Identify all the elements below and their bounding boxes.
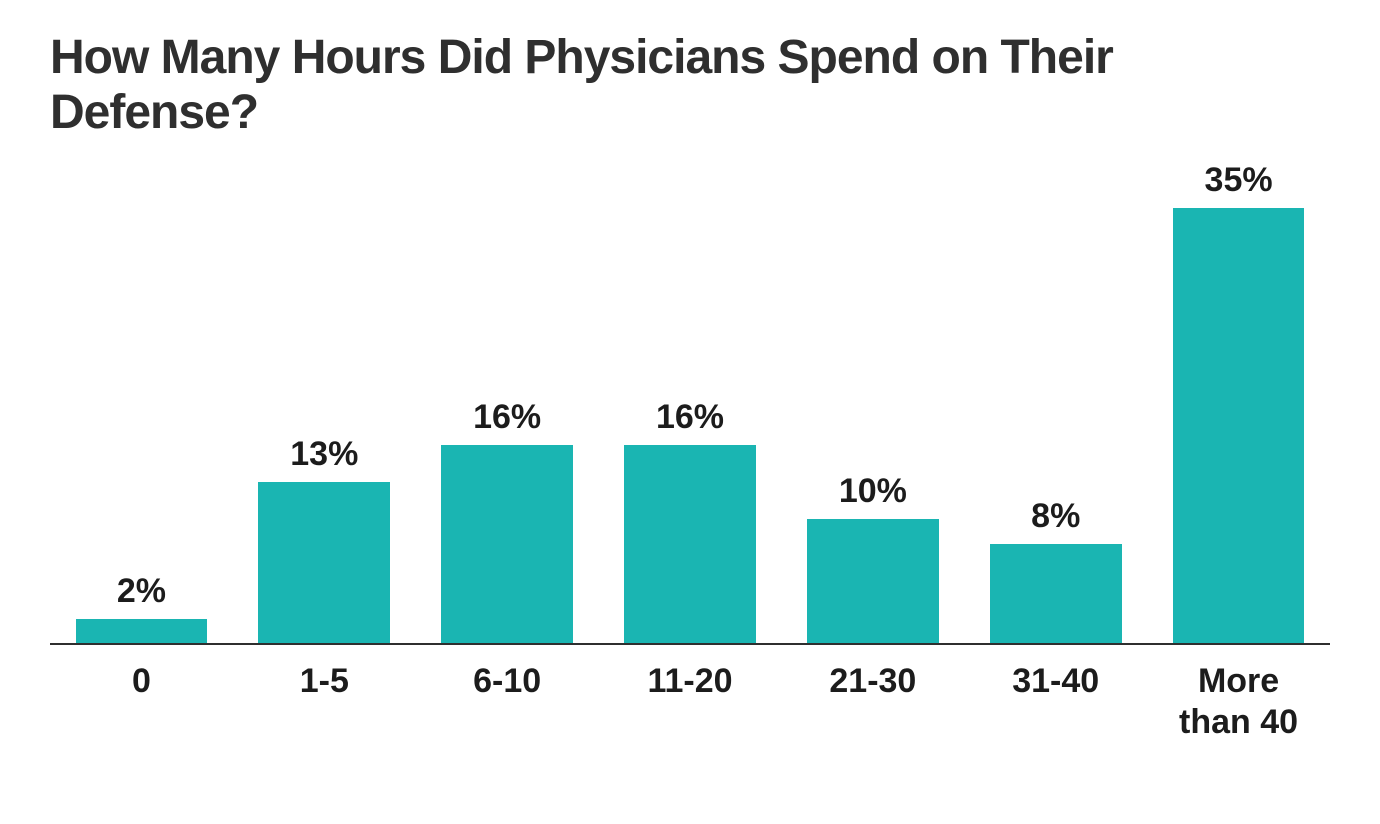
chart-container: How Many Hours Did Physicians Spend on T… bbox=[0, 0, 1380, 824]
bar bbox=[441, 445, 573, 644]
bar bbox=[76, 619, 208, 644]
category-slot: 11-20 bbox=[599, 661, 782, 743]
chart-title: How Many Hours Did Physicians Spend on T… bbox=[50, 30, 1330, 140]
category-label: 0 bbox=[132, 661, 151, 743]
bars-row: 2%13%16%16%10%8%35% bbox=[50, 210, 1330, 645]
category-label: More than 40 bbox=[1169, 661, 1309, 743]
bar-slot: 13% bbox=[233, 435, 416, 644]
bar bbox=[990, 544, 1122, 643]
bar-value-label: 10% bbox=[839, 472, 907, 511]
bar-value-label: 2% bbox=[117, 572, 166, 611]
bar-value-label: 35% bbox=[1205, 161, 1273, 200]
category-slot: 21-30 bbox=[781, 661, 964, 743]
category-slot: 0 bbox=[50, 661, 233, 743]
category-label: 21-30 bbox=[829, 661, 916, 743]
category-row: 0 1-5 6-10 11-20 21-30 31-40 More than 40 bbox=[50, 661, 1330, 743]
category-label: 6-10 bbox=[473, 661, 541, 743]
category-slot: More than 40 bbox=[1147, 661, 1330, 743]
chart-area: 2%13%16%16%10%8%35% 01-56-1011-2021-3031… bbox=[50, 210, 1330, 743]
bar-value-label: 8% bbox=[1031, 497, 1080, 536]
bar bbox=[624, 445, 756, 644]
category-slot: 31-40 bbox=[964, 661, 1147, 743]
bar-slot: 10% bbox=[781, 472, 964, 643]
bar-slot: 16% bbox=[416, 398, 599, 644]
category-slot: 1-5 bbox=[233, 661, 416, 743]
category-slot: 6-10 bbox=[416, 661, 599, 743]
category-label: 31-40 bbox=[1012, 661, 1099, 743]
bar-slot: 8% bbox=[964, 497, 1147, 643]
bar-value-label: 16% bbox=[473, 398, 541, 437]
bar bbox=[258, 482, 390, 644]
category-label: 11-20 bbox=[647, 661, 732, 743]
bar-slot: 16% bbox=[599, 398, 782, 644]
bar-slot: 2% bbox=[50, 572, 233, 644]
bar-value-label: 13% bbox=[290, 435, 358, 474]
category-label: 1-5 bbox=[300, 661, 349, 743]
bar-value-label: 16% bbox=[656, 398, 724, 437]
bar bbox=[807, 519, 939, 643]
bar bbox=[1173, 208, 1305, 643]
bar-slot: 35% bbox=[1147, 161, 1330, 643]
